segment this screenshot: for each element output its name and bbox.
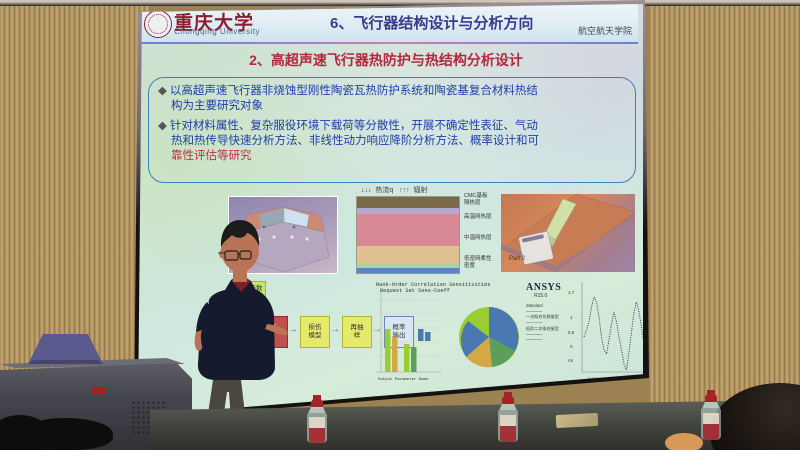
svg-text:Part 2: Part 2 [509, 256, 526, 262]
svg-text:Output Parameter Name: Output Parameter Name [378, 377, 429, 382]
svg-text:1: 1 [570, 315, 573, 320]
svg-text:-0.5: -0.5 [568, 358, 573, 363]
svg-text:1.7: 1.7 [568, 290, 575, 295]
svg-text:0.5: 0.5 [568, 330, 575, 335]
svg-text:0: 0 [570, 344, 573, 349]
